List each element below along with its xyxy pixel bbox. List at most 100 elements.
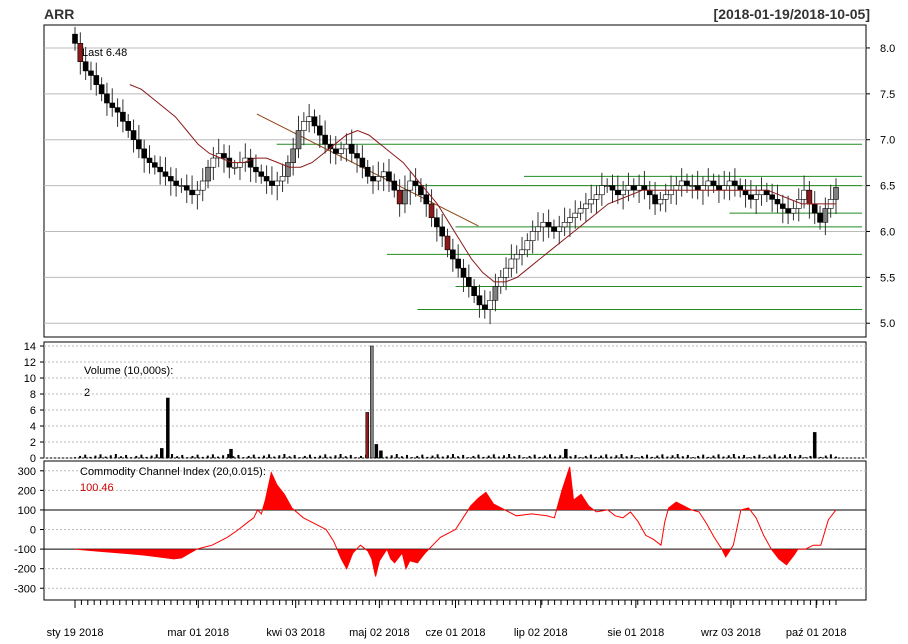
price-candle: [301, 121, 307, 131]
price-candle: [311, 116, 318, 127]
volume-bar: [201, 456, 204, 458]
price-candle: [322, 134, 328, 145]
volume-spike-bar: [160, 448, 164, 459]
volume-bar: [298, 457, 301, 458]
price-candle: [684, 180, 690, 186]
price-candle: [157, 166, 163, 173]
volume-bar: [247, 455, 250, 458]
volume-bar: [360, 455, 363, 458]
price-candle: [418, 185, 424, 196]
volume-ytick-label: 0: [30, 453, 36, 465]
price-candle: [535, 226, 541, 232]
price-candle: [636, 185, 642, 191]
volume-ytick-label: 2: [30, 437, 36, 449]
price-candle: [221, 153, 227, 159]
price-candle: [519, 249, 525, 255]
cci-ytick-label: -200: [14, 564, 36, 576]
price-candle: [130, 130, 137, 141]
volume-bar: [416, 455, 419, 458]
cci-ytick-label: 200: [18, 485, 36, 497]
price-candle: [258, 171, 265, 177]
volume-bar: [472, 455, 475, 458]
x-tick-label: cze 01 2018: [426, 627, 486, 639]
volume-bar: [405, 454, 408, 458]
price-candle: [561, 221, 568, 228]
volume-bar: [605, 454, 608, 458]
price-candle: [795, 199, 802, 209]
volume-bar: [656, 455, 659, 458]
volume-bar: [176, 456, 179, 458]
volume-bar: [743, 454, 746, 458]
volume-bar: [646, 454, 649, 458]
volume-bar: [676, 454, 679, 458]
price-candle: [231, 166, 238, 169]
price-candle: [641, 185, 648, 191]
volume-bar: [748, 457, 751, 458]
volume-ytick-label: 10: [24, 373, 36, 385]
volume-bar: [497, 456, 500, 458]
price-candle: [572, 212, 579, 219]
cci-ytick-label: -100: [14, 544, 36, 556]
volume-bar: [513, 456, 516, 458]
price-candle: [279, 176, 286, 182]
x-tick-label: sie 01 2018: [607, 627, 664, 639]
volume-bar: [804, 457, 807, 458]
x-tick-label: paź 01 2018: [786, 627, 847, 639]
volume-bar: [436, 454, 439, 458]
price-candle: [444, 235, 451, 251]
price-candle: [306, 116, 312, 122]
price-candle: [316, 125, 323, 136]
price-candle: [434, 217, 440, 228]
price-candle: [423, 194, 430, 205]
price-candle: [88, 70, 94, 76]
price-candle: [183, 185, 190, 191]
volume-bar: [697, 455, 700, 458]
price-candle: [758, 189, 765, 196]
price-candle: [364, 166, 371, 177]
price-candle: [737, 185, 744, 191]
price-ytick-label: 7.0: [880, 135, 895, 147]
volume-bar: [620, 454, 623, 458]
price-candle: [673, 185, 680, 191]
price-candle: [721, 185, 728, 191]
price-candle: [513, 254, 520, 260]
volume-bar: [584, 455, 587, 458]
price-ytick-label: 6.5: [880, 181, 895, 193]
price-candle: [199, 180, 206, 191]
price-candle: [82, 61, 89, 72]
volume-bar: [707, 456, 710, 458]
price-candle: [811, 203, 818, 214]
price-candle: [615, 189, 621, 196]
price-candle: [146, 157, 153, 163]
price-candle: [332, 148, 339, 154]
volume-value-label: 2: [84, 387, 90, 399]
volume-bar: [89, 456, 92, 458]
price-candle: [556, 226, 563, 232]
volume-bar: [99, 454, 102, 458]
volume-bar: [206, 455, 209, 458]
volume-bar: [421, 454, 424, 458]
price-candle: [253, 166, 259, 173]
price-candle: [237, 162, 243, 168]
price-candle: [141, 148, 147, 159]
volume-bar: [835, 456, 837, 458]
cci-oversold-fill: [75, 549, 836, 577]
x-tick-label: lip 02 2018: [514, 627, 568, 639]
volume-bar: [579, 457, 582, 458]
volume-bar: [809, 455, 812, 458]
price-candle: [567, 217, 573, 223]
price-candle: [162, 171, 169, 177]
volume-bar: [681, 456, 684, 458]
price-candle: [481, 304, 488, 310]
volume-bar: [84, 454, 87, 458]
volume-bar: [712, 455, 715, 458]
volume-bar: [758, 454, 761, 458]
volume-bar: [661, 454, 664, 458]
price-candle: [774, 199, 781, 205]
volume-bar: [538, 456, 541, 458]
price-candle: [338, 148, 344, 154]
volume-bar: [610, 456, 613, 458]
volume-bar: [237, 454, 240, 458]
volume-bar: [217, 456, 220, 458]
volume-bar: [186, 457, 189, 458]
